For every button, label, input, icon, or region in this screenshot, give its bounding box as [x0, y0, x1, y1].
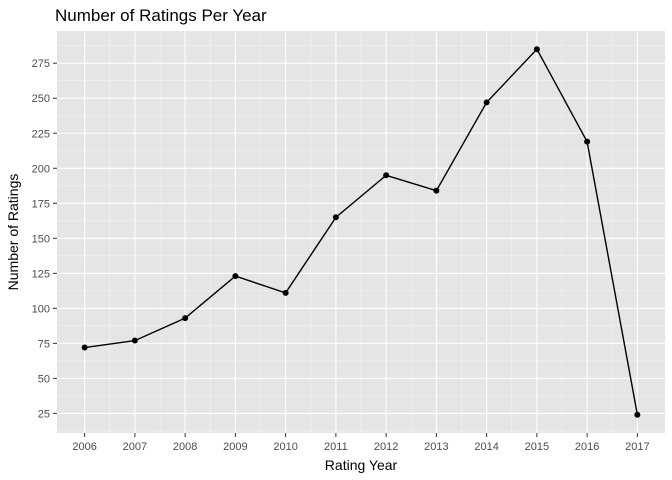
x-tick-label: 2006 — [72, 441, 96, 453]
x-axis-title: Rating Year — [325, 457, 398, 473]
y-tick-label: 25 — [38, 408, 50, 420]
data-point — [182, 315, 189, 322]
data-point — [483, 99, 490, 106]
x-tick-label: 2014 — [474, 441, 498, 453]
y-tick-label: 200 — [32, 163, 50, 175]
y-tick-label: 50 — [38, 373, 50, 385]
x-tick-label: 2011 — [324, 441, 348, 453]
y-tick-label: 125 — [32, 268, 50, 280]
x-tick-label: 2012 — [374, 441, 398, 453]
x-tick-label: 2010 — [273, 441, 297, 453]
data-points — [81, 46, 641, 418]
data-point — [584, 138, 591, 145]
x-tick-label: 2017 — [625, 441, 649, 453]
data-point — [131, 337, 138, 344]
data-point — [433, 187, 440, 194]
data-point — [81, 344, 88, 351]
y-axis: 25 50 75 100 125 150 175 200 225 250 275 — [32, 58, 57, 420]
x-tick-label: 2007 — [123, 441, 147, 453]
data-point — [634, 411, 641, 418]
y-axis-title: Number of Ratings — [5, 174, 21, 291]
series-line — [84, 48, 639, 415]
y-tick-label: 175 — [32, 198, 50, 210]
data-point — [282, 289, 289, 296]
data-point — [383, 172, 390, 179]
x-tick-label: 2009 — [223, 441, 247, 453]
data-point — [232, 273, 239, 280]
y-tick-label: 225 — [32, 128, 50, 140]
data-point — [332, 214, 339, 221]
y-tick-label: 250 — [32, 93, 50, 105]
minor-gridlines — [57, 31, 665, 433]
x-axis: 2006 2007 2008 2009 2010 2011 2012 2013 2014 2015… — [72, 433, 650, 453]
y-tick-label: 275 — [32, 58, 50, 70]
y-tick-label: 75 — [38, 338, 50, 350]
x-tick-label: 2016 — [575, 441, 599, 453]
x-tick-label: 2008 — [173, 441, 197, 453]
y-tick-label: 100 — [32, 303, 50, 315]
x-tick-label: 2013 — [424, 441, 448, 453]
y-tick-label: 150 — [32, 233, 50, 245]
major-gridlines — [57, 31, 665, 433]
x-tick-label: 2015 — [525, 441, 549, 453]
data-point — [533, 46, 540, 53]
chart-title: Number of Ratings Per Year — [55, 6, 267, 25]
